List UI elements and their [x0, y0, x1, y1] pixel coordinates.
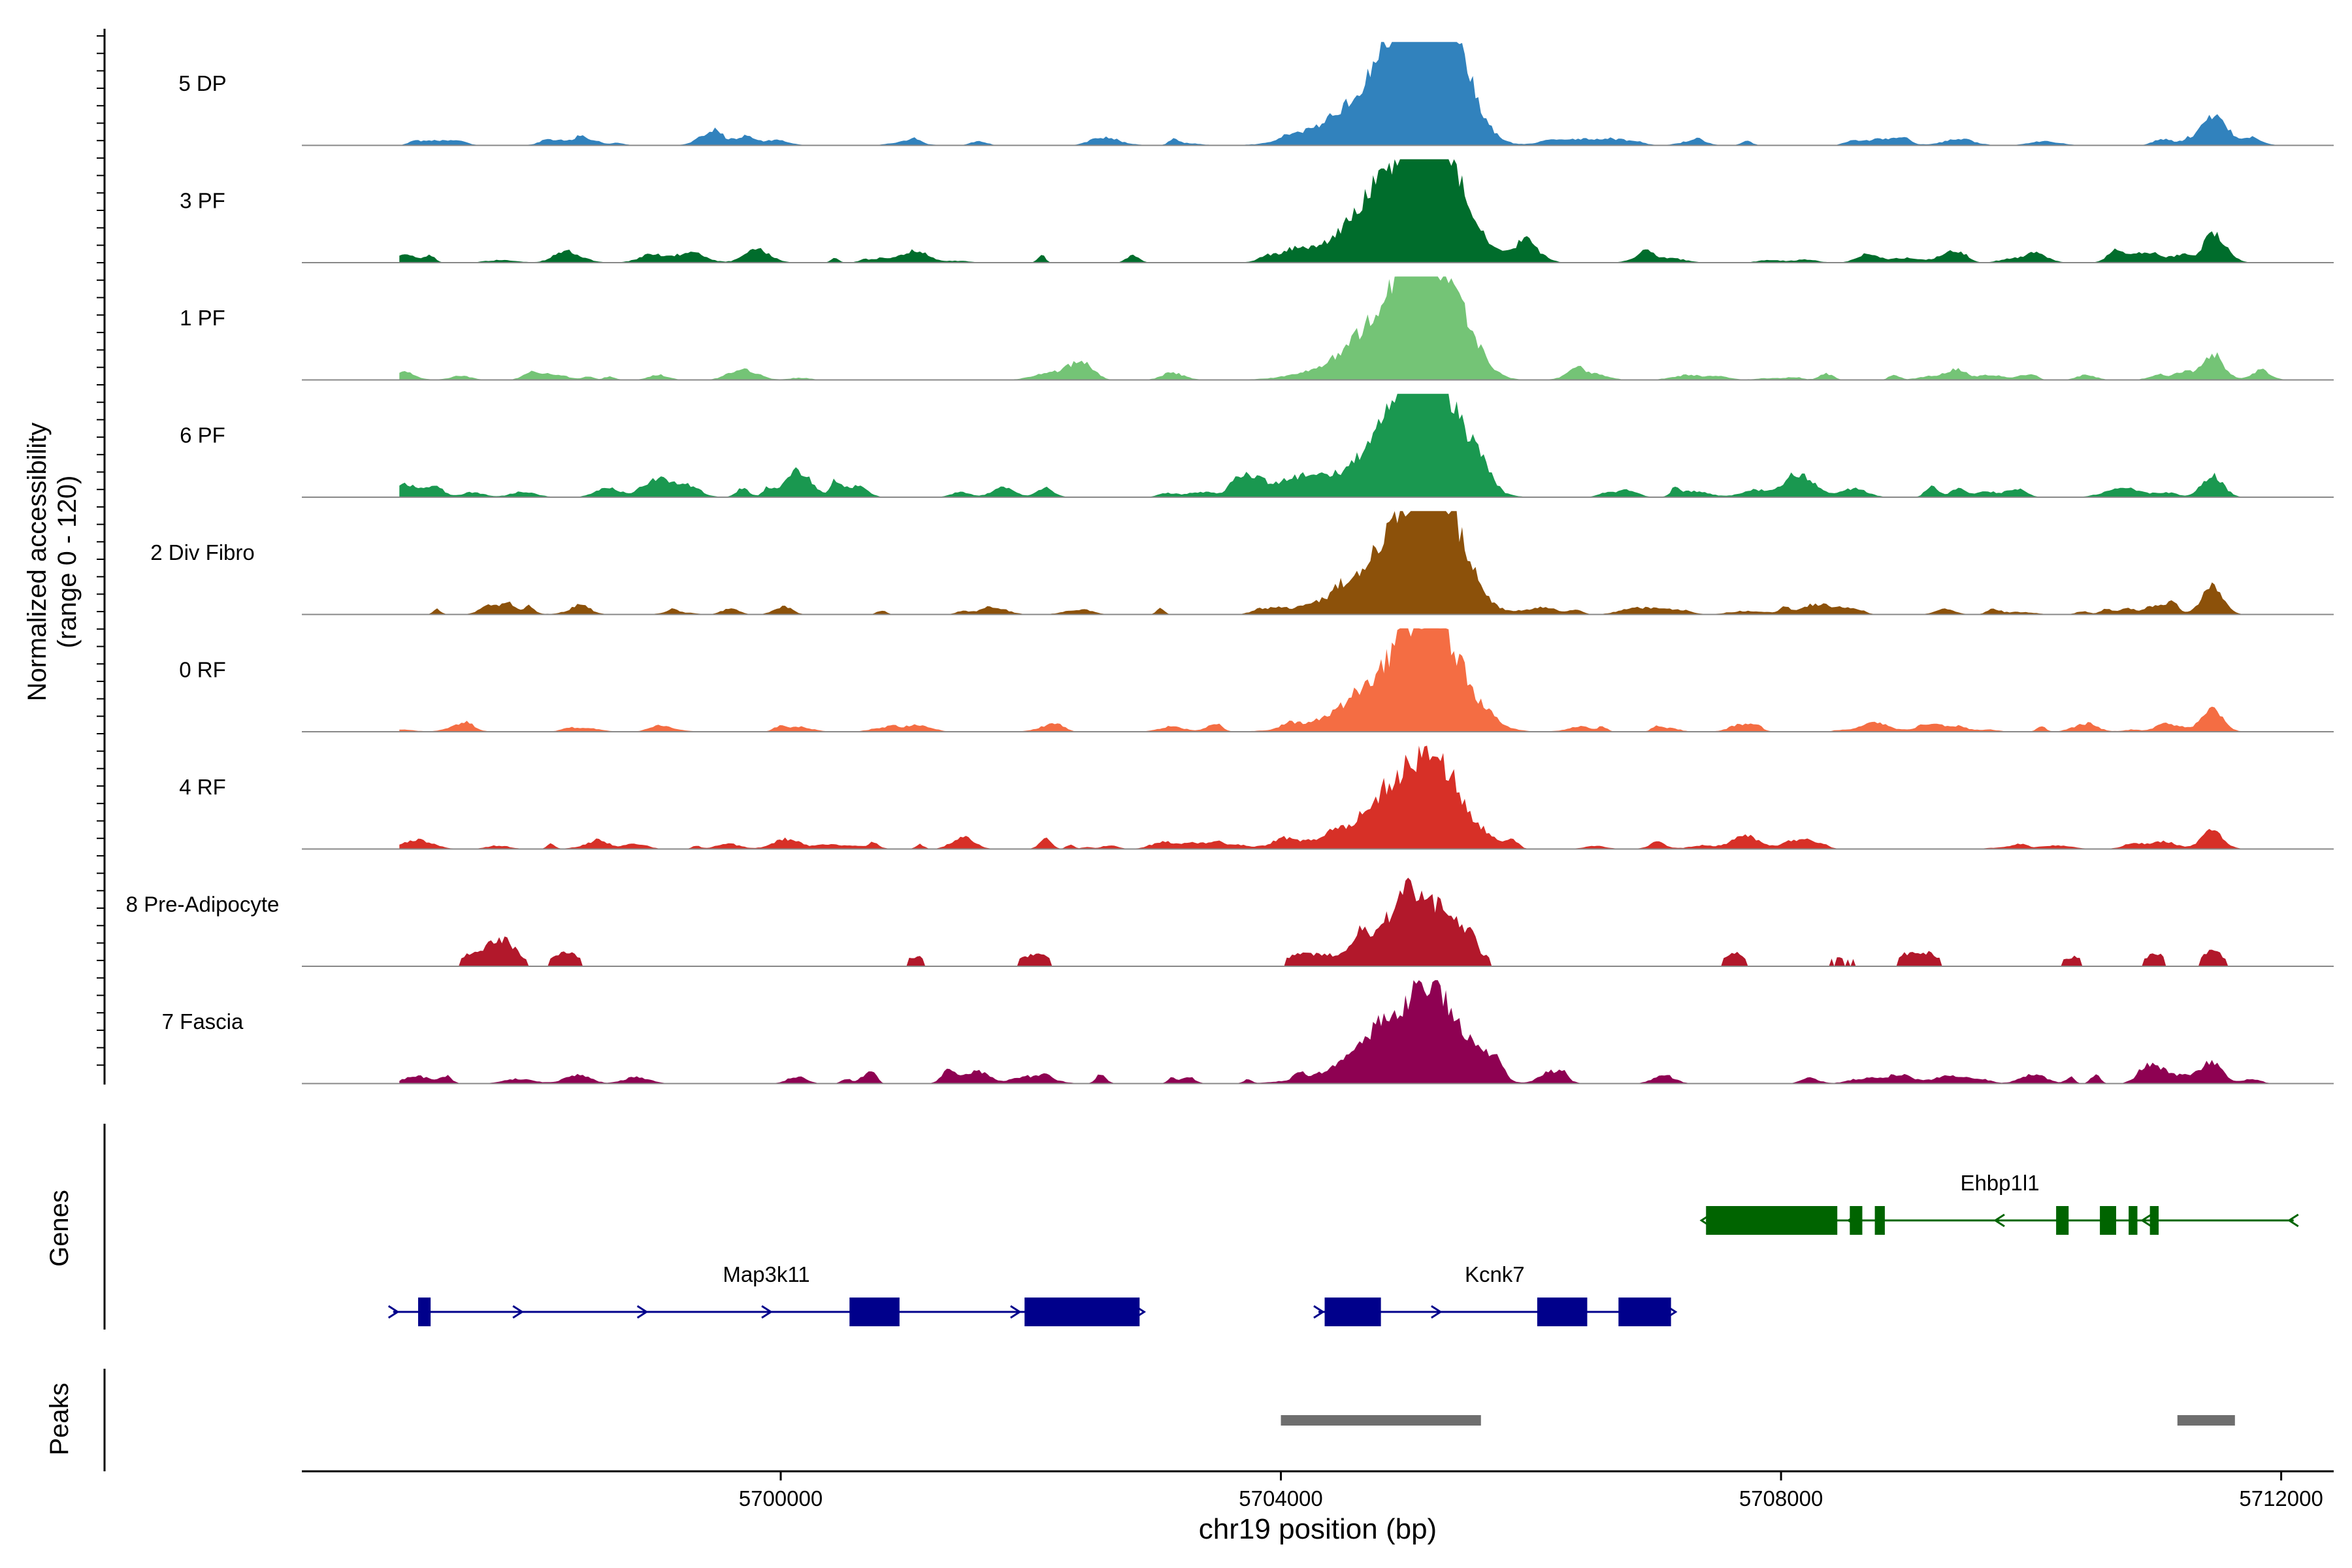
strand-arrow — [1010, 1305, 1022, 1319]
coverage-area-0 — [399, 42, 2288, 146]
genes-panel-label: Genes — [45, 1190, 74, 1267]
track-4: 2 Div Fibro — [150, 511, 2334, 615]
strand-arrow — [2287, 1213, 2299, 1228]
coverage-area-2 — [399, 276, 2288, 380]
gene-annotations: Ehbp1l1 Map3k11 Kcnk7 — [387, 1171, 2299, 1326]
exon — [2129, 1206, 2138, 1235]
track-5: 0 RF — [179, 628, 2334, 732]
track-0: 5 DP — [178, 42, 2334, 146]
x-tick-label: 5712000 — [2239, 1486, 2323, 1511]
x-tick-label: 5704000 — [1239, 1486, 1322, 1511]
track-7: 8 Pre-Adipocyte — [126, 877, 2334, 967]
exon — [1537, 1298, 1588, 1326]
coverage-area-7 — [399, 877, 2288, 966]
peak-bar-1 — [2177, 1415, 2235, 1426]
track-6: 4 RF — [179, 745, 2334, 850]
coverage-area-6 — [399, 745, 2288, 849]
peak-bar-0 — [1281, 1415, 1481, 1426]
strand-arrow — [761, 1305, 773, 1319]
coverage-area-5 — [399, 628, 2288, 732]
y-axis-title: Normalized accessibility (range 0 - 120) — [23, 423, 82, 702]
y-axis-title-line1: Normalized accessibility — [23, 423, 52, 702]
strand-arrow — [636, 1305, 649, 1319]
strand-arrow — [387, 1305, 400, 1319]
exon — [1706, 1206, 1838, 1235]
exon — [1024, 1298, 1140, 1326]
track-label-5: 0 RF — [179, 658, 226, 682]
track-3: 6 PF — [180, 393, 2334, 498]
exon — [2149, 1206, 2159, 1235]
x-axis-ticks: 5700000 5704000 5708000 5712000 — [739, 1471, 2323, 1511]
gene-label: Kcnk7 — [1465, 1262, 1525, 1286]
strand-arrow — [1993, 1213, 2005, 1228]
exon — [2056, 1206, 2069, 1235]
exon — [2100, 1206, 2116, 1235]
exon — [1850, 1206, 1863, 1235]
track-2: 1 PF — [180, 276, 2334, 381]
exon — [1324, 1298, 1381, 1326]
exon — [849, 1298, 900, 1326]
track-1: 3 PF — [180, 159, 2334, 263]
coverage-area-1 — [399, 159, 2288, 263]
gene-map3k11: Map3k11 — [387, 1262, 1147, 1326]
strand-arrow — [1313, 1305, 1325, 1319]
strand-arrow — [2140, 1213, 2152, 1228]
strand-arrow — [1431, 1305, 1443, 1319]
gene-ehbp1l1: Ehbp1l1 — [1699, 1171, 2299, 1235]
track-label-4: 2 Div Fibro — [150, 540, 255, 564]
exon — [1618, 1298, 1671, 1326]
peak-regions — [1281, 1415, 2235, 1426]
track-label-3: 6 PF — [180, 423, 225, 448]
gene-kcnk7: Kcnk7 — [1313, 1262, 1678, 1326]
x-axis-title: chr19 position (bp) — [1199, 1513, 1437, 1545]
coverage-y-axis-ticks — [97, 35, 105, 1066]
coverage-area-8 — [399, 980, 2288, 1084]
coverage-area-3 — [399, 393, 2288, 497]
y-axis-title-line2: (range 0 - 120) — [53, 476, 82, 649]
track-label-0: 5 DP — [178, 71, 226, 95]
peaks-panel-label: Peaks — [45, 1382, 74, 1455]
track-label-1: 3 PF — [180, 189, 225, 213]
coverage-tracks: 5 DP 3 PF 1 PF 6 PF 2 Div Fibro 0 RF 4 RF 8 Pre… — [126, 42, 2334, 1085]
exon — [1874, 1206, 1885, 1235]
track-label-6: 4 RF — [179, 775, 226, 799]
strand-arrow — [512, 1305, 524, 1319]
gene-label: Map3k11 — [723, 1262, 809, 1286]
gene-label: Ehbp1l1 — [1960, 1171, 2039, 1195]
x-tick-label: 5708000 — [1739, 1486, 1823, 1511]
track-8: 7 Fascia — [162, 980, 2334, 1085]
exon — [417, 1298, 431, 1326]
coverage-area-4 — [399, 511, 2288, 615]
track-label-2: 1 PF — [180, 306, 225, 330]
track-label-7: 8 Pre-Adipocyte — [126, 892, 280, 917]
track-label-8: 7 Fascia — [162, 1009, 244, 1034]
x-tick-label: 5700000 — [739, 1486, 823, 1511]
